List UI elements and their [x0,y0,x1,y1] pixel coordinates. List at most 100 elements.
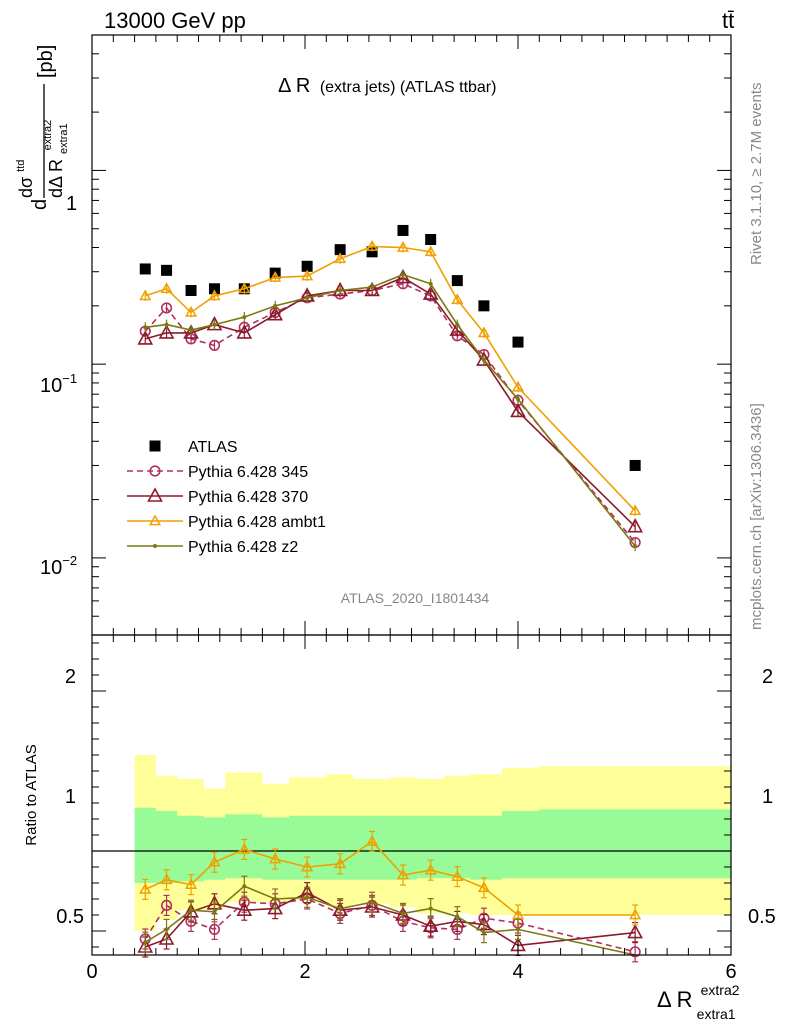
ambt1-ratio-point [396,868,410,880]
ambt1-ratio-point [208,855,221,867]
z2-main-point [481,358,486,363]
side-label-bottom: mcplots.cern.ch [arXiv:1306.3436] [748,403,765,630]
p370-ratio-point [158,930,175,945]
z2-ratio-point [481,930,486,935]
legend-marker-atlas [149,440,161,452]
ambt1-main-point [396,240,410,252]
z2-ratio-point [305,895,310,900]
atlas-data-point [161,264,173,276]
p370-main-point [510,402,526,418]
atlas-data-point [425,233,437,245]
ratio-y-label: Ratio to ATLAS [23,744,40,845]
xlabel-sub: extra1 [697,1006,736,1022]
z2-ratio-point [338,906,343,911]
ambt1-main-point [424,245,437,257]
x-tick-labels: 0 2 4 6 [86,961,736,983]
ambt1-main-point [366,239,379,251]
atlas-data-point [366,246,378,258]
atlas-data-point [301,260,313,272]
p345-ratio-point [160,899,173,912]
p370-ratio-point [627,923,643,939]
ambt1-main-point [208,289,221,301]
ylabel-denominator: dΔ R [46,159,66,198]
z2-ratio-point [273,897,278,901]
plot-title: Δ R (extra jets) (ATLAS ttbar) [278,75,496,97]
y-ratio-tick-label-left: 1 [65,786,76,808]
svg-text:dΔ R extra1 extra2: dΔ R extra1 extra2 [42,118,71,198]
z2-ratio-point [242,884,247,889]
legend: ATLAS Pythia 6.428 345 Pythia 6.428 370 Pyt… [127,439,326,556]
legend-marker-z2 [153,544,157,548]
p370-ratio-point [236,901,253,916]
y-tick-label: 10−1 [40,371,77,397]
z2-main-point [164,322,169,327]
legend-label-ambt1: Pythia 6.428 ambt1 [188,514,326,531]
z2-main-point [516,397,520,402]
ambt1-main-point [139,289,152,301]
p370-main-point [364,281,380,297]
legend-label-p345: Pythia 6.428 345 [188,464,308,481]
z2-main-point [428,281,433,286]
ambt1-main-point [238,282,251,294]
ambt1-main-point [511,380,525,392]
p370-main-point [422,285,439,300]
legend-label-z2: Pythia 6.428 z2 [188,539,298,556]
ratio-plot-area [92,755,732,963]
z2-ratio-point [143,940,148,945]
legend-marker-p345 [149,465,161,477]
side-label-top: Rivet 3.1.10, ≥ 2.7M events [748,83,765,266]
ambt1-main-point [334,252,347,264]
ambt1-ratio-point [301,860,314,872]
ambt1-ratio-point [184,878,198,889]
z2-ratio-point [455,914,460,919]
z2-main-point [455,322,460,327]
z2-ratio-point [400,911,405,916]
ylabel-prefix: d [29,199,51,210]
legend-marker-p370 [147,487,163,502]
p345-main-point [160,302,173,314]
ylabel-numerator: dσ [16,177,36,198]
y-ratio-tick-label-left: 2 [65,666,76,688]
ambt1-ratio-point [160,873,173,885]
y-ratio-tick-label-right: 1 [762,786,773,808]
ambt1-ratio-point [139,882,152,894]
p345-ratio-point [629,946,641,958]
ambt1-main-point [629,504,642,516]
legend-marker-ambt1 [148,514,162,526]
ylabel-denominator-sub: extra1 [58,123,70,154]
y-ratio-tick-label-left: 0.5 [56,906,84,928]
p370-main-point [158,324,175,339]
z2-ratio-point [212,909,217,914]
z2-main-point [305,295,310,300]
z2-main-point [189,328,194,333]
process-label: tt̄ [722,8,734,33]
ylabel-unit: [pb] [35,45,57,78]
z2-main-point [400,272,405,277]
p370-main-point [183,324,199,339]
z2-main-point [273,303,278,308]
ambt1-ratio-point [511,908,525,920]
ambt1-ratio-point [477,881,490,893]
y-tick-label: 10−2 [40,553,77,579]
ambt1-main-point [477,326,490,338]
z2-ratio-point [189,908,194,913]
atlas-data-point [334,244,346,256]
ambt1-ratio-point [334,857,347,869]
ambt1-ratio-point [269,852,282,864]
analysis-id: ATLAS_2020_I1801434 [341,590,490,606]
p370-main-point [137,330,154,345]
energy-label: 13000 GeV pp [104,8,246,33]
ambt1-ratio-point [451,870,464,881]
z2-main-point [212,322,217,327]
ambt1-ratio-point [238,842,251,854]
p345-ratio-point [208,923,221,936]
p370-main-point [236,324,253,339]
p370-main-point [476,351,492,366]
y-ratio-tick-labels: 0.5 1 2 0.5 1 2 [56,666,776,928]
atlas-data-point [397,224,409,236]
ambt1-main-point [301,269,314,281]
p370-main-point [627,517,643,533]
plot-title-main: Δ R [278,75,310,97]
z2-ratio-point [516,927,520,932]
